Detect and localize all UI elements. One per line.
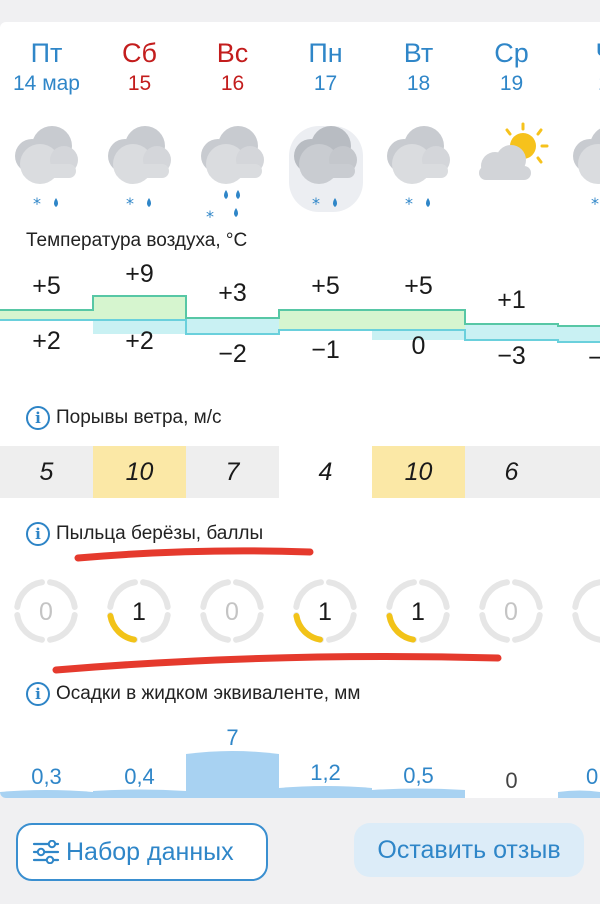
temp-max-mon: +5: [311, 272, 340, 300]
wind-cell-thu: [558, 446, 600, 498]
wind-cell-sun: 7: [186, 446, 279, 498]
wind-cell-wed: 6: [465, 446, 558, 498]
day-date-thu: 2: [558, 72, 600, 96]
info-icon[interactable]: i: [26, 682, 50, 706]
cloud-icon[interactable]: *: [558, 116, 600, 226]
day-date-wed: 19: [499, 72, 524, 95]
cloud-rain-snow-icon[interactable]: *: [279, 116, 372, 226]
day-name-thu: Ч: [558, 38, 600, 69]
pollen-value: 0: [504, 598, 518, 626]
red-annotation-stroke: [52, 653, 502, 674]
info-icon[interactable]: i: [26, 406, 50, 430]
precipitation-label: Осадки в жидком эквиваленте, мм: [56, 683, 361, 705]
temperature-label: Температура воздуха, °C: [26, 230, 248, 251]
dataset-button[interactable]: Набор данных: [16, 823, 268, 881]
cloud-rain-snow-icon[interactable]: *: [0, 116, 93, 226]
precipitation-bars: [0, 751, 600, 798]
precipitation-section-header: i Осадки в жидком эквиваленте, мм: [26, 682, 360, 706]
day-date-mon: 17: [313, 72, 338, 95]
cloud-rain-snow-icon[interactable]: *: [93, 116, 186, 226]
precip-value-sun: 7: [226, 725, 239, 750]
temp-max-sun: +3: [218, 279, 247, 307]
precip-value-tue: 0,5: [403, 763, 434, 788]
day-name-sat: Сб: [122, 38, 157, 68]
precip-value-fri: 0,3: [31, 764, 62, 789]
svg-text:*: *: [126, 194, 134, 213]
pollen-value: 1: [318, 598, 332, 626]
partly-sunny-icon[interactable]: [465, 116, 558, 226]
info-icon[interactable]: i: [26, 522, 50, 546]
temp-min-sun: −2: [218, 340, 247, 368]
wind-cell-sat: 10: [93, 446, 186, 498]
temperature-bands: [0, 295, 600, 343]
feedback-button[interactable]: Оставить отзыв: [354, 823, 584, 877]
svg-text:*: *: [33, 194, 41, 213]
temp-min-fri: +2: [32, 327, 61, 355]
pollen-gauge-sat: 1: [107, 579, 171, 643]
pollen-level-arc: [293, 613, 323, 643]
cloud-heavy-rain-snow-icon[interactable]: *: [186, 116, 279, 226]
wind-label: Порывы ветра, м/с: [56, 407, 222, 429]
pollen-gauge-fri: 0: [14, 579, 78, 643]
day-name-wed: Ср: [494, 38, 529, 68]
precip-value-sat: 0,4: [124, 764, 155, 789]
precip-value-thu: 0: [586, 764, 599, 789]
pollen-level-arc: [386, 613, 416, 643]
sliders-icon: [32, 840, 60, 864]
pollen-label: Пыльца берёзы, баллы: [56, 523, 264, 545]
red-annotation-stroke: [74, 547, 314, 562]
pollen-value: 0: [225, 598, 239, 626]
precip-value-wed: 0: [505, 768, 518, 793]
precip-value-mon: 1,2: [310, 760, 341, 785]
temp-max-sat: +9: [125, 260, 154, 288]
wind-cell-tue: 10: [372, 446, 465, 498]
pollen-level-arc: [107, 613, 137, 643]
day-name-tue: Вт: [403, 38, 434, 68]
temp-min-wed: −3: [497, 342, 526, 370]
pollen-gauge-tue: 1: [386, 579, 450, 643]
wind-section-header: i Порывы ветра, м/с: [26, 406, 222, 430]
svg-text:*: *: [312, 194, 320, 213]
wind-cell-fri: 5: [0, 446, 93, 498]
temp-min-thu: −: [588, 344, 600, 372]
forecast-card: Пт Сб Вс Пн Вт Ср Ч 14 мар 15 16 17 18 1…: [0, 22, 600, 798]
pollen-value: 1: [132, 598, 146, 626]
svg-text:*: *: [591, 194, 599, 213]
dataset-button-label: Набор данных: [66, 838, 234, 866]
pollen-value: 1: [411, 598, 425, 626]
day-name-fri: Пт: [30, 38, 63, 68]
cloud-rain-snow-icon[interactable]: *: [372, 116, 465, 226]
temp-min-mon: −1: [311, 336, 340, 364]
day-name-mon: Пн: [308, 38, 343, 68]
svg-text:*: *: [405, 194, 413, 213]
pollen-section-header: i Пыльца берёзы, баллы: [26, 522, 263, 546]
day-name-sun: Вс: [216, 38, 249, 68]
day-date-sat: 15: [127, 72, 152, 95]
day-date-sun: 16: [220, 72, 245, 95]
temp-max-wed: +1: [497, 286, 526, 314]
feedback-button-label: Оставить отзыв: [377, 836, 561, 864]
temp-min-tue: 0: [411, 332, 426, 360]
temp-max-fri: +5: [32, 272, 61, 300]
pollen-gauge-wed: 0: [479, 579, 543, 643]
pollen-gauge-thu: [572, 579, 600, 643]
temp-max-tue: +5: [404, 272, 433, 300]
wind-cell-mon: 4: [279, 446, 372, 498]
day-date-fri: 14 мар: [13, 72, 80, 95]
pollen-value: 0: [39, 598, 53, 626]
day-date-tue: 18: [406, 72, 431, 95]
svg-text:*: *: [206, 207, 214, 226]
pollen-gauge-sun: 0: [200, 579, 264, 643]
pollen-gauge-mon: 1: [293, 579, 357, 643]
temp-min-sat: +2: [125, 327, 154, 355]
